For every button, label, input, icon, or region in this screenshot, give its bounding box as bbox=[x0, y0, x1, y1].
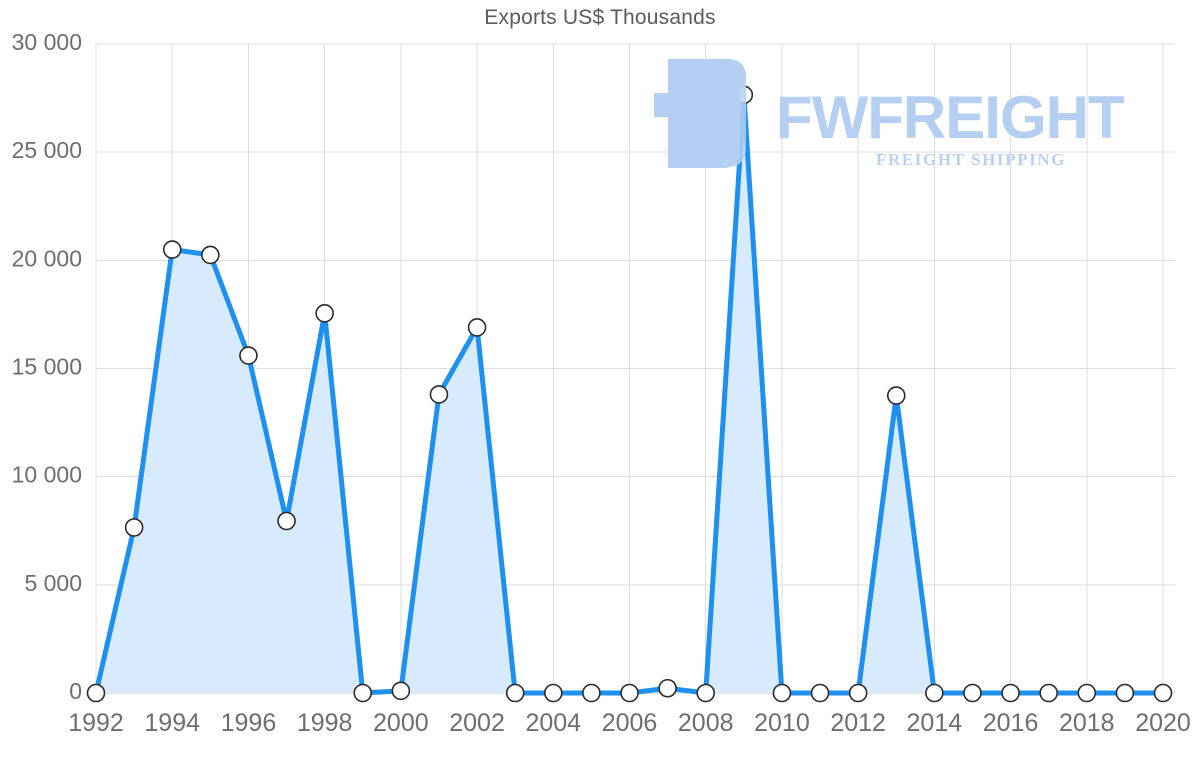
data-point-marker[interactable] bbox=[277, 511, 296, 531]
data-point-marker[interactable] bbox=[1001, 683, 1020, 703]
data-point-marker[interactable] bbox=[467, 318, 487, 337]
data-point-marker[interactable] bbox=[1077, 683, 1097, 703]
x-axis-tick-labels: 1992 1994 1996 1998 2000 2002 2004 2006 2008 2010… bbox=[68, 709, 1191, 737]
data-point-marker[interactable] bbox=[886, 386, 906, 405]
y-axis-tick-label: 25 000 bbox=[12, 137, 82, 163]
data-point-marker[interactable] bbox=[810, 683, 830, 703]
x-axis-tick-label: 2016 bbox=[983, 709, 1039, 737]
y-axis-tick-label: 15 000 bbox=[12, 354, 82, 380]
data-point-marker[interactable] bbox=[429, 385, 449, 404]
y-axis-tick-labels: 0 5 000 10 000 15 000 20 000 25 000 30 000 bbox=[12, 29, 82, 704]
data-point-marker[interactable] bbox=[1039, 683, 1058, 703]
chart-title: Exports US$ Thousands bbox=[484, 6, 716, 29]
x-axis-tick-label: 2020 bbox=[1135, 709, 1191, 737]
data-point-marker[interactable] bbox=[963, 683, 982, 703]
data-point-marker[interactable] bbox=[620, 683, 639, 703]
y-axis-tick-label: 10 000 bbox=[12, 462, 82, 488]
data-point-marker[interactable] bbox=[86, 683, 106, 703]
data-point-marker[interactable] bbox=[848, 683, 868, 703]
x-axis-tick-label: 2000 bbox=[373, 709, 429, 737]
data-point-marker[interactable] bbox=[391, 681, 411, 701]
x-axis-tick-label: 2006 bbox=[602, 709, 658, 737]
y-axis-tick-label: 0 bbox=[69, 678, 82, 704]
data-point-marker[interactable] bbox=[925, 683, 944, 703]
data-point-marker[interactable] bbox=[315, 304, 334, 323]
x-axis-tick-label: 2008 bbox=[678, 709, 734, 737]
y-axis-tick-label: 30 000 bbox=[12, 29, 82, 55]
data-point-marker[interactable] bbox=[658, 678, 677, 698]
data-point-marker[interactable] bbox=[124, 518, 144, 537]
data-point-marker[interactable] bbox=[1115, 683, 1135, 703]
data-point-marker[interactable] bbox=[1153, 683, 1173, 703]
data-point-marker[interactable] bbox=[505, 683, 525, 703]
x-axis-tick-label: 2004 bbox=[525, 709, 581, 737]
x-axis-tick-label: 2014 bbox=[907, 709, 963, 737]
data-point-marker[interactable] bbox=[543, 683, 563, 703]
x-axis-tick-label: 2010 bbox=[754, 709, 810, 737]
x-axis-tick-label: 1998 bbox=[297, 709, 353, 737]
data-point-marker[interactable] bbox=[582, 683, 601, 703]
series-markers-group bbox=[86, 85, 1173, 703]
data-point-marker[interactable] bbox=[201, 245, 220, 265]
x-axis-tick-label: 1996 bbox=[221, 709, 277, 737]
data-point-marker[interactable] bbox=[162, 240, 182, 259]
x-axis-tick-label: 2018 bbox=[1059, 709, 1115, 737]
x-axis-tick-label: 1992 bbox=[68, 709, 124, 737]
y-axis-tick-label: 20 000 bbox=[12, 245, 82, 271]
data-point-marker[interactable] bbox=[353, 683, 373, 703]
data-point-marker[interactable] bbox=[696, 683, 716, 703]
x-axis-tick-label: 2012 bbox=[830, 709, 886, 737]
data-point-marker[interactable] bbox=[239, 346, 258, 365]
data-point-marker[interactable] bbox=[734, 85, 754, 105]
x-axis-tick-label: 2002 bbox=[449, 709, 505, 737]
data-point-marker[interactable] bbox=[772, 683, 792, 703]
y-axis-tick-label: 5 000 bbox=[24, 570, 82, 596]
x-axis-tick-label: 1994 bbox=[144, 709, 200, 737]
series-area-fill bbox=[96, 94, 1163, 694]
